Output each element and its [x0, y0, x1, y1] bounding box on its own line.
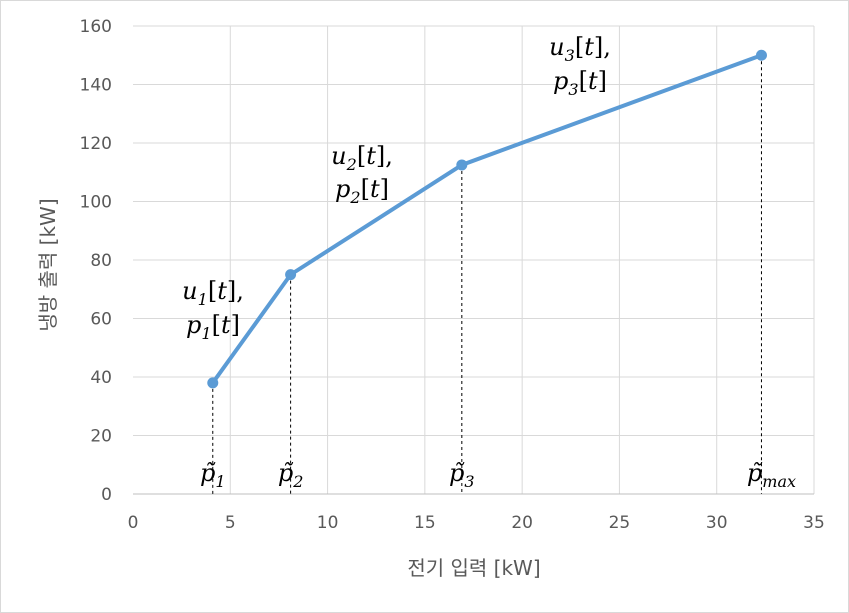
- y-tick-label: 160: [80, 17, 112, 37]
- x-tick-label: 35: [803, 513, 825, 533]
- x-tick-label: 5: [225, 513, 236, 533]
- y-tick-label: 120: [80, 134, 112, 154]
- y-tick-label: 140: [80, 76, 112, 96]
- x-tick-label: 30: [706, 513, 728, 533]
- data-point: [755, 49, 767, 61]
- x-tick-label: 15: [414, 513, 436, 533]
- point-label: p̃3: [449, 459, 475, 491]
- x-tick-label: 10: [317, 513, 339, 533]
- y-axis-title: 냉방 출력 [kW]: [36, 198, 60, 331]
- x-tick-label: 20: [511, 513, 533, 533]
- data-point: [207, 377, 219, 389]
- segment-label: u2[t],: [331, 142, 393, 174]
- data-point: [285, 269, 297, 281]
- segment-label: u1[t],: [182, 277, 244, 309]
- point-label: p̃1: [200, 459, 226, 491]
- data-point: [456, 159, 468, 171]
- y-tick-label: 80: [90, 251, 112, 271]
- x-tick-label: 25: [609, 513, 631, 533]
- y-tick-label: 0: [101, 485, 112, 505]
- y-tick-label: 20: [90, 427, 112, 447]
- point-label: p̃max: [747, 459, 796, 491]
- x-axis-title: 전기 입력 [kW]: [407, 556, 540, 580]
- series-layer: [207, 49, 767, 389]
- annotation-layer: p̃1 p̃2 p̃3 p̃max u1[t],p1[t] u2[t],p2[t] u3[t…: [182, 33, 796, 491]
- point-label: p̃2: [278, 459, 304, 491]
- drop-lines: [212, 55, 762, 494]
- segment-label: u3[t],: [549, 33, 611, 65]
- y-tick-label: 40: [90, 368, 112, 388]
- x-tick-label: 0: [128, 513, 139, 533]
- segment-label: p1[t]: [186, 311, 240, 343]
- grid: [133, 25, 815, 494]
- y-tick-label: 100: [80, 193, 112, 213]
- axes: 0 5 10 15 20 25 30 35 0 20 40 60 80 100 120 140 160: [80, 17, 825, 533]
- series-line: [210, 53, 764, 385]
- segment-label: p3[t]: [553, 67, 607, 99]
- y-tick-label: 60: [90, 310, 112, 330]
- segment-label: p2[t]: [335, 175, 389, 207]
